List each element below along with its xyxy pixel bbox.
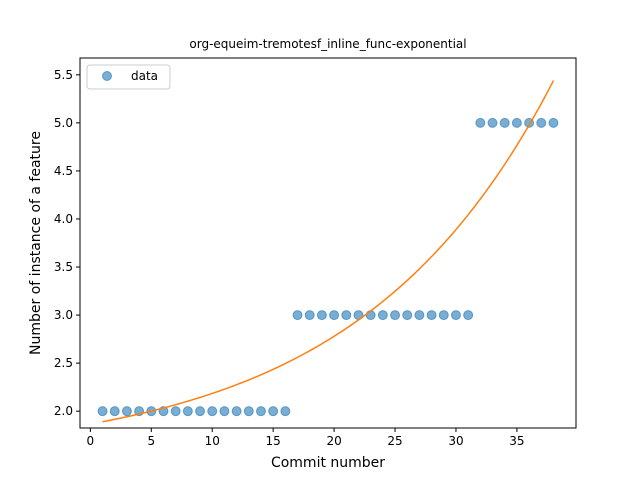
data-point bbox=[109, 406, 120, 417]
data-point bbox=[548, 117, 559, 128]
data-point bbox=[316, 310, 327, 321]
data-point bbox=[97, 406, 108, 417]
data-point bbox=[365, 310, 376, 321]
fit-curve bbox=[102, 80, 555, 423]
x-tick-label: 30 bbox=[448, 434, 463, 448]
data-point bbox=[292, 310, 303, 321]
data-point bbox=[463, 310, 474, 321]
data-point bbox=[438, 310, 449, 321]
data-point bbox=[182, 406, 193, 417]
data-point bbox=[195, 406, 206, 417]
y-tick-label: 4.5 bbox=[54, 164, 73, 178]
data-point bbox=[207, 406, 218, 417]
x-tick-label: 5 bbox=[147, 434, 155, 448]
y-tick-label: 3.0 bbox=[54, 308, 73, 322]
data-point bbox=[243, 406, 254, 417]
data-point bbox=[475, 117, 486, 128]
data-point bbox=[121, 406, 132, 417]
x-tick-label: 35 bbox=[509, 434, 524, 448]
x-tick-label: 10 bbox=[205, 434, 220, 448]
x-tick-label: 25 bbox=[387, 434, 402, 448]
legend-box bbox=[86, 64, 171, 90]
x-axis-label: Commit number bbox=[271, 455, 385, 471]
x-tick-label: 15 bbox=[266, 434, 281, 448]
data-point bbox=[255, 406, 266, 417]
legend: data bbox=[86, 64, 171, 90]
data-point bbox=[341, 310, 352, 321]
data-point bbox=[280, 406, 291, 417]
chart-title: org-equeim-tremotesf_inline_func-exponen… bbox=[189, 37, 466, 51]
y-tick-label: 2.0 bbox=[54, 404, 73, 418]
data-point bbox=[304, 310, 315, 321]
x-tick-label: 0 bbox=[87, 434, 95, 448]
data-point bbox=[499, 117, 510, 128]
plot-frame bbox=[79, 57, 577, 429]
x-tick-label: 20 bbox=[326, 434, 341, 448]
y-tick-label: 5.0 bbox=[54, 116, 73, 130]
data-point bbox=[329, 310, 340, 321]
data-point bbox=[487, 117, 498, 128]
data-point bbox=[414, 310, 425, 321]
y-tick-label: 2.5 bbox=[54, 356, 73, 370]
data-point bbox=[231, 406, 242, 417]
y-axis-label: Number of instance of a feature bbox=[28, 131, 44, 355]
plot-area bbox=[97, 80, 559, 423]
data-point bbox=[402, 310, 413, 321]
data-point bbox=[390, 310, 401, 321]
data-point bbox=[170, 406, 181, 417]
data-point bbox=[268, 406, 279, 417]
data-point bbox=[219, 406, 230, 417]
y-tick-label: 3.5 bbox=[54, 260, 73, 274]
y-tick-label: 4.0 bbox=[54, 212, 73, 226]
data-point bbox=[536, 117, 547, 128]
data-point bbox=[511, 117, 522, 128]
data-point bbox=[377, 310, 388, 321]
data-point bbox=[426, 310, 437, 321]
y-tick-label: 5.5 bbox=[54, 68, 73, 82]
legend-label-data: data bbox=[131, 69, 158, 83]
data-point bbox=[450, 310, 461, 321]
legend-data-marker bbox=[102, 71, 112, 81]
y-axis-ticks: 2.0 2.5 3.0 3.5 4.0 4.5 5.0 5.5 bbox=[54, 68, 80, 418]
x-axis-ticks: 0 5 10 15 20 25 30 35 bbox=[87, 428, 525, 448]
